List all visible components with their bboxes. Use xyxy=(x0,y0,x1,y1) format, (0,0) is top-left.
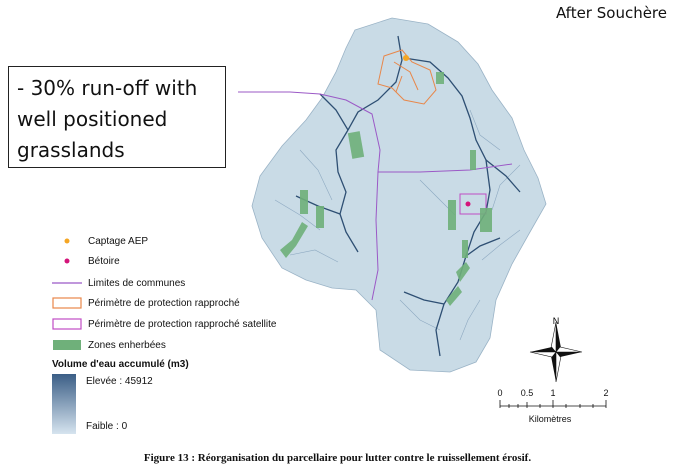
fill-icon xyxy=(52,339,82,351)
legend-item-zones-enherbees: Zones enherbées xyxy=(52,338,166,352)
legend-label: Captage AEP xyxy=(88,235,149,247)
line-icon xyxy=(52,277,82,289)
volume-color-ramp xyxy=(52,374,76,434)
legend-item-perimetre-satellite: Périmètre de protection rapproché satell… xyxy=(52,317,276,331)
satellite-perimeter xyxy=(459,193,487,215)
scale-tick-label: 0.5 xyxy=(520,388,534,398)
scale-tick-label: 0 xyxy=(497,388,503,398)
legend-label: Zones enherbées xyxy=(88,339,166,351)
north-arrow-icon xyxy=(529,321,583,383)
point-icon xyxy=(52,235,82,247)
scalebar-graphic xyxy=(499,400,607,408)
box-icon xyxy=(52,297,82,309)
legend-label: Périmètre de protection rapproché satell… xyxy=(88,318,277,330)
legend-item-communes: Limites de communes xyxy=(52,276,185,290)
minor-streams xyxy=(274,109,521,341)
callout-line: well positioned xyxy=(17,107,168,131)
ramp-high-label: Elevée : 45912 xyxy=(86,376,153,387)
runoff-callout-box: - 30% run-off with well positioned grass… xyxy=(8,66,226,168)
grassland-zones xyxy=(280,72,492,306)
north-label: N xyxy=(553,316,560,326)
legend-item-captage: Captage AEP xyxy=(52,234,148,248)
point-icon xyxy=(52,255,82,267)
legend-item-perimetre: Périmètre de protection rapproché xyxy=(52,296,240,310)
legend-label: Bétoire xyxy=(88,255,120,267)
betoire-point xyxy=(465,201,471,207)
legend-label: Limites de communes xyxy=(88,277,186,289)
captage-aep-point xyxy=(403,55,409,61)
scale-tick-label: 1 xyxy=(550,388,556,398)
attribution-text: After Souchère xyxy=(555,4,667,22)
scale-unit-label: Kilomètres xyxy=(528,414,572,424)
callout-line: - 30% run-off with xyxy=(17,76,198,100)
legend-volume-title: Volume d'eau accumulé (m3) xyxy=(52,359,189,370)
watershed-area xyxy=(251,17,547,373)
legend-label: Périmètre de protection rapproché xyxy=(88,297,240,309)
ramp-low-label: Faible : 0 xyxy=(86,421,128,432)
commune-boundaries xyxy=(238,91,513,301)
legend-item-betoire: Bétoire xyxy=(52,254,120,268)
callout-line: grasslands xyxy=(17,138,125,162)
figure-caption: Figure 13 : Réorganisation du parcellair… xyxy=(143,452,532,464)
scale-tick-label: 2 xyxy=(603,388,609,398)
box-icon xyxy=(52,318,82,330)
